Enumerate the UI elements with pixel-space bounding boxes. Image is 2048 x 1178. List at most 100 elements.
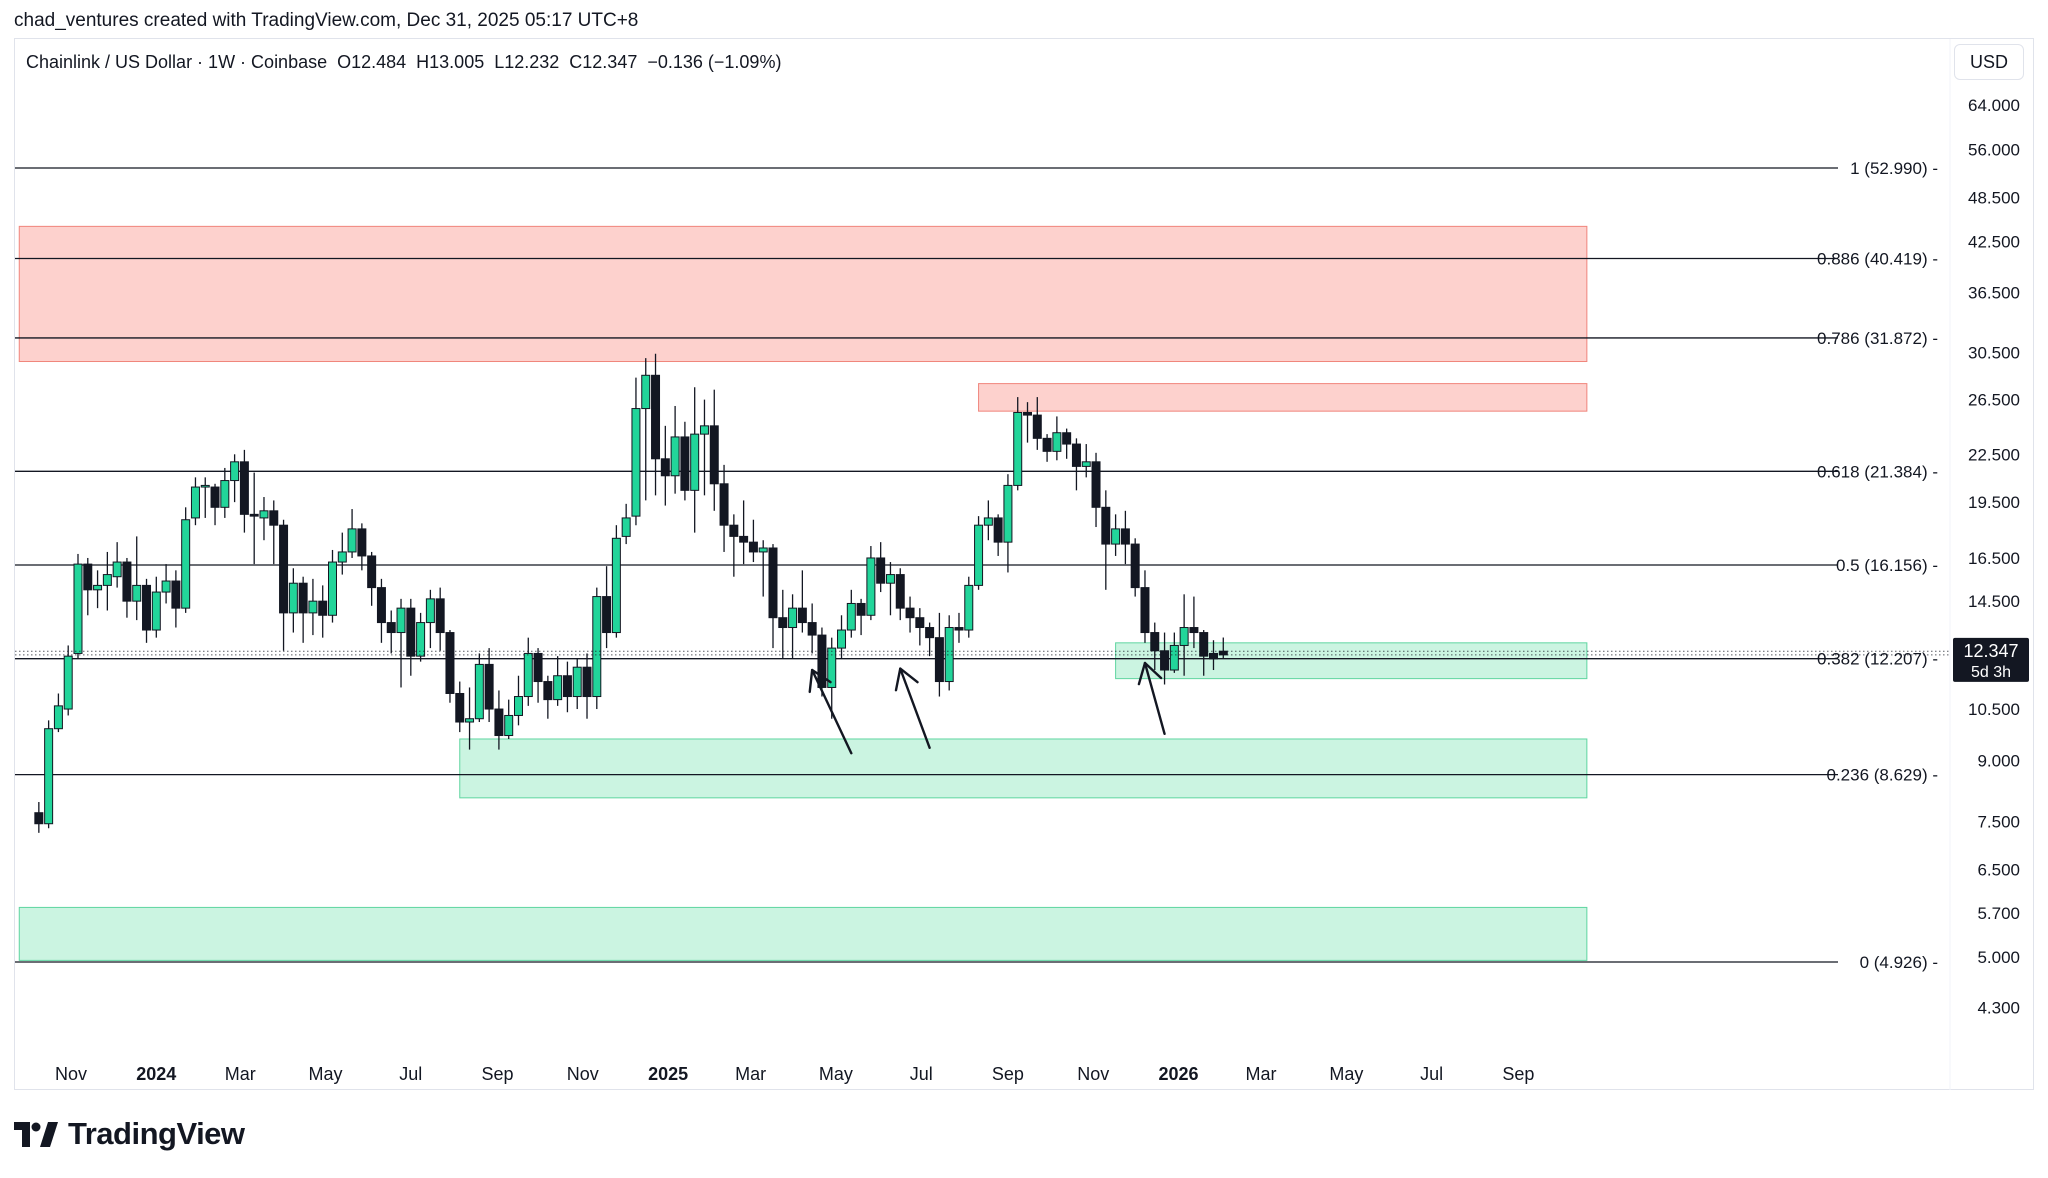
candle <box>983 500 993 541</box>
candle <box>885 562 895 616</box>
candle <box>337 532 347 575</box>
candle <box>690 387 700 533</box>
candle-body <box>259 510 269 519</box>
candle <box>1120 510 1130 565</box>
candle-body <box>592 596 602 698</box>
fib-1-label: 1 (52.990) - <box>1850 159 1938 178</box>
candle <box>376 578 386 643</box>
y-tick-label: 4.300 <box>1977 998 2020 1017</box>
candle <box>142 578 152 643</box>
candle-body <box>34 812 44 825</box>
candle-body <box>993 517 1003 543</box>
candle-body <box>778 617 788 629</box>
candle-body <box>1189 627 1199 634</box>
candle-body <box>337 551 347 563</box>
y-tick-label: 14.500 <box>1968 592 2020 611</box>
fib-0-382-label: 0.382 (12.207) - <box>1817 650 1938 669</box>
arrow-head <box>894 667 919 692</box>
candle-body <box>709 425 719 485</box>
candle-body <box>151 591 161 631</box>
candle <box>621 503 631 545</box>
candle <box>553 656 563 706</box>
annotation-arrow-1 <box>894 667 931 750</box>
candle <box>729 514 739 577</box>
candle <box>406 598 416 676</box>
support-zone-2 <box>1115 642 1588 680</box>
candle-body <box>435 598 445 634</box>
candle-body <box>523 652 533 698</box>
candle-body <box>905 607 915 619</box>
arrow-shaft <box>899 667 931 750</box>
candle-body <box>171 580 181 609</box>
candle-body <box>553 675 563 701</box>
candle <box>171 570 181 628</box>
candle-body <box>944 627 954 683</box>
candle <box>1101 490 1111 590</box>
candle-body <box>308 600 318 614</box>
candle <box>876 542 886 593</box>
current-price-badge: 12.347 5d 3h <box>1953 637 2029 682</box>
currency-button[interactable]: USD <box>1954 44 2024 80</box>
candle-body <box>885 574 895 584</box>
candle-body <box>132 584 142 602</box>
candle-body <box>562 675 572 698</box>
y-tick-label: 64.000 <box>1968 96 2020 115</box>
candle-body <box>572 666 582 698</box>
candle <box>1013 397 1023 491</box>
support-zone-3 <box>459 738 1588 799</box>
candle-body <box>1208 652 1218 660</box>
candle <box>641 358 651 501</box>
candle <box>34 802 44 833</box>
candle-body <box>1111 528 1121 545</box>
candle-body <box>425 598 435 624</box>
y-tick-label: 10.500 <box>1968 700 2020 719</box>
candle <box>1091 452 1101 528</box>
candle-body <box>641 374 651 410</box>
candle <box>788 594 798 659</box>
candle-body <box>954 627 964 631</box>
candle <box>1160 632 1170 685</box>
fib-0-886-label: 0.886 (40.419) - <box>1817 250 1938 269</box>
candle-body <box>142 584 152 631</box>
candle-body <box>729 524 739 537</box>
candle-body <box>758 547 768 553</box>
candle <box>944 615 954 691</box>
candle-body <box>269 510 279 526</box>
brand[interactable]: TradingView <box>14 1116 245 1152</box>
candle <box>1071 438 1081 491</box>
candle <box>93 570 103 609</box>
candle-body <box>376 587 386 624</box>
candle-body <box>347 528 357 553</box>
candle-body <box>846 602 856 631</box>
candle <box>474 653 484 723</box>
candle <box>239 449 249 533</box>
candle-body <box>288 582 298 614</box>
candle <box>611 525 621 638</box>
candle <box>53 693 63 733</box>
candle <box>699 399 709 496</box>
candle <box>455 681 465 733</box>
candle-body <box>797 607 807 624</box>
arrow-shaft <box>810 668 853 755</box>
y-tick-label: 9.000 <box>1977 752 2020 771</box>
candle <box>1169 632 1179 673</box>
candle-body <box>1179 627 1189 646</box>
y-tick-label: 42.500 <box>1968 233 2020 252</box>
candle <box>964 576 974 638</box>
candle-body <box>494 708 504 737</box>
y-tick-label: 48.500 <box>1968 189 2020 208</box>
candle <box>660 425 670 506</box>
candle <box>230 454 240 503</box>
candle-body <box>680 436 690 491</box>
candle-body <box>1091 461 1101 508</box>
x-tick-label: Nov <box>55 1064 87 1084</box>
candle-body <box>748 541 758 553</box>
candle <box>200 477 210 518</box>
candle <box>190 477 200 526</box>
candle <box>1208 640 1218 671</box>
candle-body <box>651 374 661 460</box>
y-tick-label: 36.500 <box>1968 284 2020 303</box>
candle <box>915 608 925 646</box>
candle-body <box>318 600 328 616</box>
